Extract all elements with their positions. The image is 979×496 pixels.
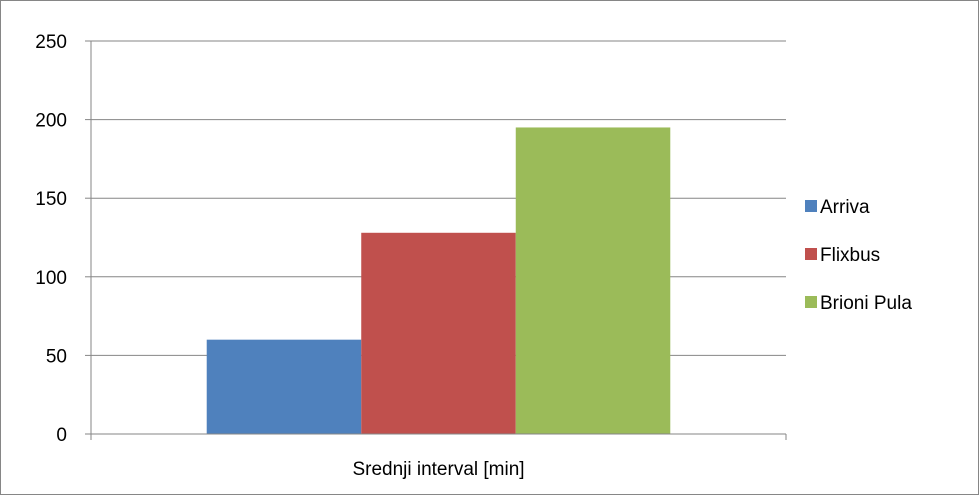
legend-label-flixbus: Flixbus xyxy=(820,245,880,266)
y-tick-label-250: 250 xyxy=(35,32,67,53)
bar-brioni-pula xyxy=(515,127,671,435)
legend-swatch-brioni-pula xyxy=(805,296,817,308)
tick-labels: 0 50 100 150 200 250 xyxy=(35,32,67,446)
legend: Arriva Flixbus Brioni Pula xyxy=(805,197,912,314)
y-tick-label-200: 200 xyxy=(35,111,67,132)
legend-swatch-arriva xyxy=(805,200,817,212)
x-axis-title: Srednji interval [min] xyxy=(352,459,524,480)
axes xyxy=(85,40,787,440)
y-tick-label-100: 100 xyxy=(35,268,67,289)
legend-swatch-flixbus xyxy=(805,248,817,260)
bars xyxy=(206,127,671,435)
y-tick-label-150: 150 xyxy=(35,189,67,210)
y-tick-label-50: 50 xyxy=(46,346,67,367)
legend-label-arriva: Arriva xyxy=(820,197,870,218)
y-tick-label-0: 0 xyxy=(56,425,67,446)
bar-flixbus xyxy=(361,232,516,434)
bar-arriva xyxy=(206,339,362,434)
legend-label-brioni-pula: Brioni Pula xyxy=(820,293,912,314)
